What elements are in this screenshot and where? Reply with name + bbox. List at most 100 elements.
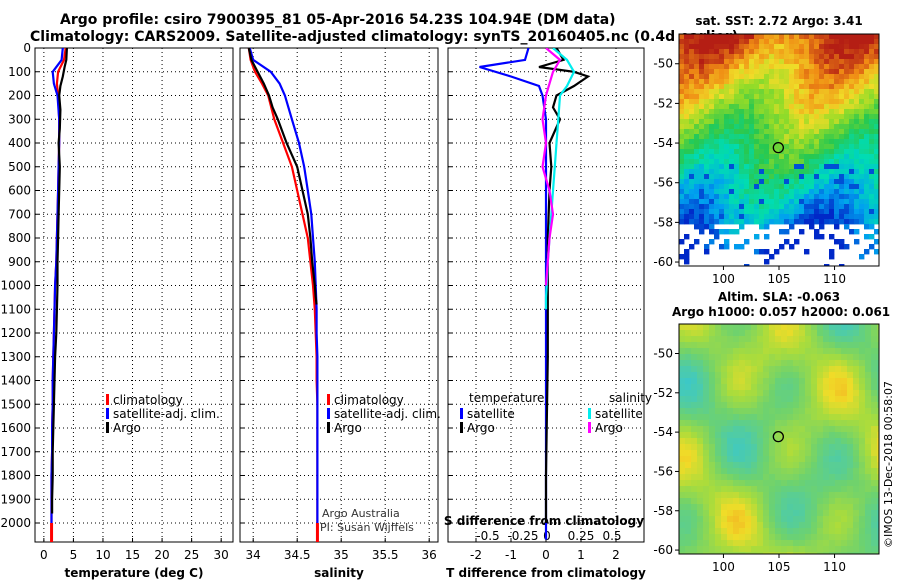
legend-label-temp-argo: Argo bbox=[467, 421, 495, 435]
sst-map-title: sat. SST: 2.72 Argo: 3.41 bbox=[695, 14, 863, 28]
legend-swatch bbox=[588, 408, 591, 419]
depth-tick-label: 1100 bbox=[0, 302, 31, 316]
map-cells-sst_map bbox=[679, 34, 879, 266]
series-line-satellite-adj-clim bbox=[248, 48, 319, 523]
depth-tick-label: 1300 bbox=[0, 350, 31, 364]
annotation-argo-australia: Argo Australia bbox=[322, 507, 400, 520]
map-sla_map bbox=[675, 323, 880, 558]
depth-tick-label: 1600 bbox=[0, 421, 31, 435]
map-y-tick-label: -50 bbox=[653, 57, 673, 71]
legend-label-climatology: climatology bbox=[334, 393, 404, 407]
legend-swatch bbox=[106, 408, 109, 419]
legend-header-salinity: salinity bbox=[609, 391, 652, 405]
x-tick-label-temperature: 15 bbox=[125, 548, 140, 562]
depth-tick-label: 1900 bbox=[0, 492, 31, 506]
legend-swatch bbox=[327, 394, 330, 405]
argo-position-marker bbox=[772, 141, 784, 154]
x-tick-label-salinity: 34 bbox=[246, 548, 261, 562]
depth-tick-label: 2000 bbox=[0, 516, 31, 530]
x-tick-label-difference: 1 bbox=[577, 548, 585, 562]
secondary-tick-label: -0.25 bbox=[507, 529, 538, 543]
depth-tick-label: 900 bbox=[8, 255, 31, 269]
plot-frame-temperature bbox=[34, 47, 234, 543]
depth-tick-label: 800 bbox=[8, 231, 31, 245]
depth-tick-label: 1000 bbox=[0, 279, 31, 293]
x-tick-label-temperature: 5 bbox=[70, 548, 78, 562]
depth-tick-label: 300 bbox=[8, 112, 31, 126]
map-y-tick-label: -52 bbox=[653, 386, 673, 400]
series-line-argo bbox=[50, 48, 68, 514]
secondary-tick-label: 0.25 bbox=[568, 529, 595, 543]
secondary-axis-label: S difference from climatology bbox=[444, 514, 644, 528]
legend-label-sal-satellite: satellite bbox=[595, 407, 643, 421]
depth-tick-label: 200 bbox=[8, 89, 31, 103]
x-tick-label-temperature: 25 bbox=[184, 548, 199, 562]
map-cells-sla_map bbox=[679, 324, 879, 554]
plot-frame-salinity bbox=[239, 47, 439, 543]
x-tick-label-temperature: 20 bbox=[154, 548, 169, 562]
panel-salinity bbox=[239, 47, 439, 543]
map-y-tick-label: -50 bbox=[653, 346, 673, 360]
x-tick-label-salinity: 34.5 bbox=[284, 548, 311, 562]
legend-label-argo: Argo bbox=[113, 421, 141, 435]
legend-swatch bbox=[588, 422, 591, 433]
legend-swatch bbox=[327, 422, 330, 433]
map-x-tick-label: 105 bbox=[768, 560, 791, 574]
map-x-tick-label: 110 bbox=[823, 272, 846, 286]
x-tick-label-salinity: 35.5 bbox=[372, 548, 399, 562]
legend-swatch bbox=[106, 394, 109, 405]
map-y-tick-label: -58 bbox=[653, 504, 673, 518]
depth-tick-label: 400 bbox=[8, 136, 31, 150]
depth-tick-label: 600 bbox=[8, 184, 31, 198]
map-sst_map bbox=[675, 33, 880, 270]
legend-label-temp-satellite: satellite bbox=[467, 407, 515, 421]
legend-label-climatology: climatology bbox=[113, 393, 183, 407]
depth-tick-label: 0 bbox=[23, 41, 31, 55]
sla-map-title-line1: Altim. SLA: -0.063 bbox=[717, 290, 841, 304]
map-x-tick-label: 100 bbox=[712, 560, 735, 574]
map-x-tick-label: 110 bbox=[823, 560, 846, 574]
xlabel-salinity: salinity bbox=[314, 566, 364, 580]
series-line-argo bbox=[247, 48, 318, 305]
xlabel-temperature: temperature (deg C) bbox=[65, 566, 204, 580]
xlabel-difference: T difference from climatology bbox=[446, 566, 646, 580]
legend-label-satellite-adj-clim: satellite-adj. clim. bbox=[113, 407, 220, 421]
map-y-tick-label: -58 bbox=[653, 215, 673, 229]
legend-header-temperature: temperature bbox=[469, 391, 544, 405]
x-tick-label-temperature: 10 bbox=[95, 548, 110, 562]
x-tick-label-salinity: 35 bbox=[334, 548, 349, 562]
legend-swatch bbox=[460, 408, 463, 419]
depth-tick-label: 700 bbox=[8, 207, 31, 221]
argo-position-marker bbox=[772, 430, 784, 443]
legend-swatch bbox=[106, 422, 109, 433]
legend-label-argo: Argo bbox=[334, 421, 362, 435]
x-tick-label-difference: -2 bbox=[470, 548, 482, 562]
annotation-pi: PI: Susan Wijffels bbox=[320, 521, 414, 534]
x-tick-label-difference: -1 bbox=[505, 548, 517, 562]
sla-map-title-line2: Argo h1000: 0.057 h2000: 0.061 bbox=[672, 305, 891, 319]
secondary-tick-label: 0.5 bbox=[602, 529, 621, 543]
map-y-tick-label: -54 bbox=[653, 136, 673, 150]
x-tick-label-difference: 0 bbox=[542, 548, 550, 562]
x-tick-label-temperature: 30 bbox=[214, 548, 229, 562]
map-x-tick-label: 100 bbox=[712, 272, 735, 286]
legend-label-satellite-adj-clim: satellite-adj. clim. bbox=[334, 407, 441, 421]
map-y-tick-label: -60 bbox=[653, 255, 673, 269]
depth-tick-label: 1200 bbox=[0, 326, 31, 340]
map-y-tick-label: -54 bbox=[653, 425, 673, 439]
series-line-salinity-argo bbox=[541, 48, 562, 286]
x-tick-label-salinity: 36 bbox=[422, 548, 437, 562]
secondary-tick-label: -0.5 bbox=[476, 529, 499, 543]
figure-title-line2: Climatology: CARS2009. Satellite-adjuste… bbox=[30, 29, 739, 45]
depth-tick-label: 100 bbox=[8, 65, 31, 79]
depth-tick-label: 1700 bbox=[0, 445, 31, 459]
map-y-tick-label: -52 bbox=[653, 96, 673, 110]
depth-tick-label: 1400 bbox=[0, 374, 31, 388]
legend-swatch bbox=[327, 408, 330, 419]
legend-label-sal-argo: Argo bbox=[595, 421, 623, 435]
map-x-tick-label: 105 bbox=[768, 272, 791, 286]
depth-tick-label: 1800 bbox=[0, 469, 31, 483]
x-tick-label-difference: 2 bbox=[612, 548, 620, 562]
depth-tick-label: 1500 bbox=[0, 397, 31, 411]
